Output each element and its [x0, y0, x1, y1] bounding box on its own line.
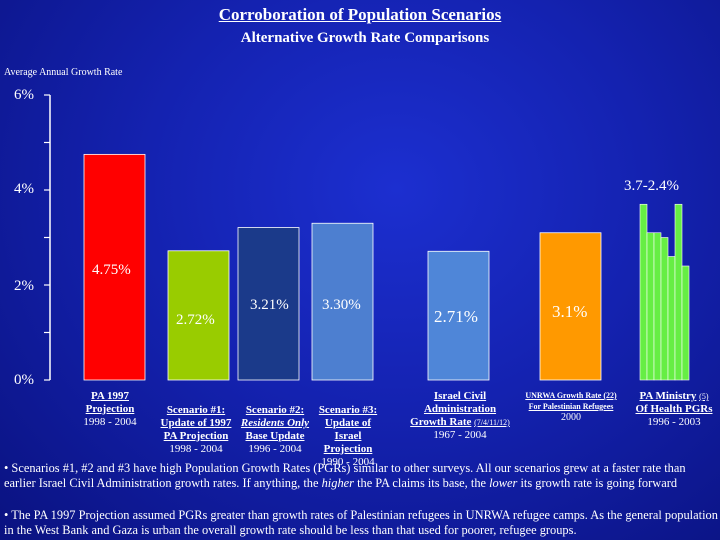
- category-pa-ministry-of-health: PA Ministry (5) Of Health PGRs 1996 - 20…: [635, 390, 713, 428]
- bar-moh-1996: [639, 203, 648, 381]
- note-scenarios: • Scenarios #1, #2 and #3 have high Popu…: [4, 461, 686, 490]
- category-pa1997: PA 1997 Projection 1998 - 2004: [83, 390, 137, 428]
- bar-label-unrwa: 3.1%: [552, 302, 588, 321]
- bar-moh-2002: [681, 265, 690, 381]
- category-scenario2: Scenario #2: Residents Only Base Update …: [240, 404, 310, 455]
- bar-pa1997: [83, 153, 146, 381]
- bar-unrwa: [539, 232, 602, 381]
- bar-scenario1: [167, 250, 230, 381]
- bar-moh-2000: [667, 256, 676, 381]
- bar-moh-1999: [660, 237, 669, 381]
- bar-label-scenario2: 3.21%: [250, 297, 289, 313]
- bar-label-pa1997: 4.75%: [92, 262, 131, 278]
- bar-label-scenario1: 2.72%: [176, 312, 215, 328]
- y-tick-2: 2%: [14, 278, 34, 294]
- category-scenario3: Scenario #3: Update of Israel Projection…: [318, 404, 378, 468]
- category-unrwa: UNRWA Growth Rate (22) For Palestinian R…: [525, 391, 617, 423]
- category-israel-civil-admin: Israel Civil Administration Growth Rate …: [410, 390, 510, 441]
- bar-moh-1997: [646, 232, 655, 381]
- category-scenario1: Scenario #1: Update of 1997 PA Projectio…: [160, 404, 232, 455]
- y-axis-label: Average Annual Growth Rate: [4, 67, 123, 78]
- bar-moh-1998: [653, 232, 662, 381]
- note-pa1997: • The PA 1997 Projection assumed PGRs gr…: [4, 508, 718, 537]
- bar-israel-civil-admin: [427, 250, 490, 381]
- slide-title: Corroboration of Population Scenarios: [218, 5, 502, 24]
- bar-label-ica: 2.71%: [434, 307, 478, 326]
- slide-subtitle: Alternative Growth Rate Comparisons: [240, 30, 490, 46]
- y-tick-0: 0%: [14, 372, 34, 388]
- y-tick-6: 6%: [14, 87, 34, 103]
- bar-moh-2001: [674, 203, 683, 381]
- bar-scenario2: [237, 227, 300, 381]
- moh-range-label: 3.7-2.4%: [624, 178, 679, 194]
- y-tick-4: 4%: [14, 181, 34, 197]
- bar-scenario3: [311, 222, 374, 381]
- bar-label-scenario3: 3.30%: [322, 297, 361, 313]
